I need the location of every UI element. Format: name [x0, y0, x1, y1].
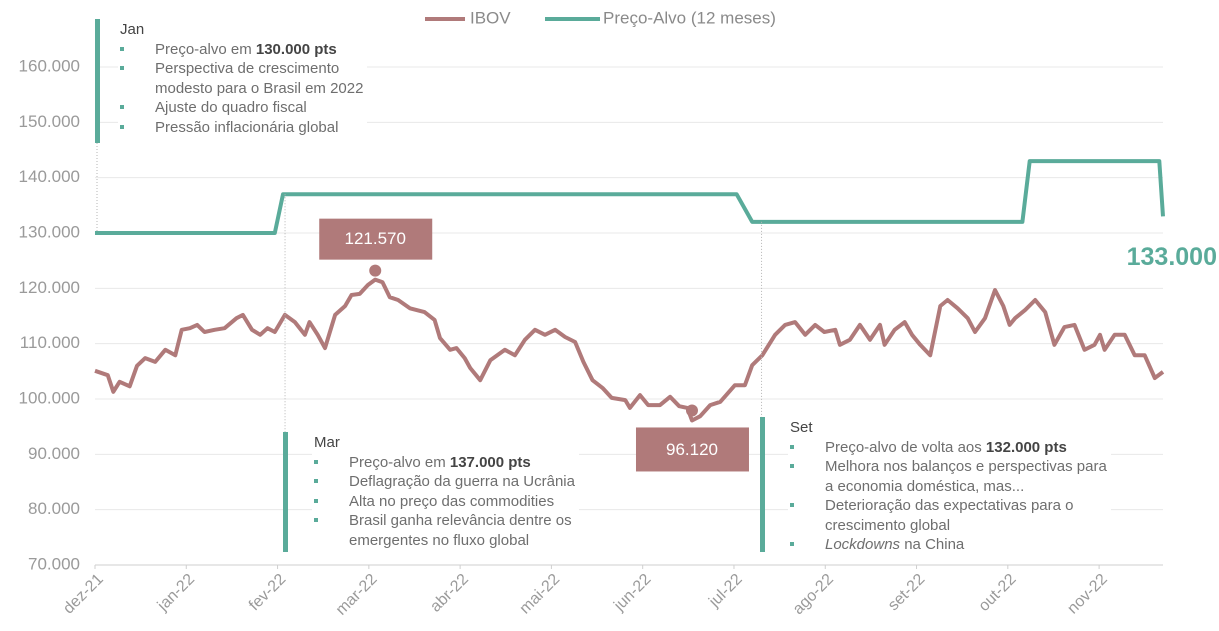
annotation-title: Jan	[120, 21, 145, 38]
bullet-text: Ajuste do quadro fiscal	[155, 99, 307, 116]
bullet: Brasil ganha relevância dentre os emergen…	[312, 511, 575, 550]
bullet: Lockdowns na China	[788, 535, 1107, 555]
bullet: Alta no preço das commodities	[312, 492, 575, 512]
bullet: Melhora nos balanços e perspectivas para…	[788, 457, 1107, 496]
bullet-line: Melhora nos balanços e perspectivas para	[825, 458, 1107, 475]
y-tick-label: 70.000	[28, 554, 80, 573]
bullet: Preço-alvo de volta aos 132.000 pts	[788, 438, 1107, 458]
bullet: Perspectiva de crescimento modesto para o…	[118, 59, 363, 98]
bullet: Preço-alvo em 130.000 pts	[118, 40, 363, 60]
line-1	[95, 159, 1165, 235]
x-tick-label: nov-22	[1064, 571, 1111, 618]
bullet-text: Preço-alvo em	[155, 40, 256, 58]
legend-label: IBOV	[470, 8, 511, 27]
x-tick-label: jun-22	[610, 571, 654, 615]
bullet-text: na China	[900, 536, 965, 553]
callout-box	[635, 427, 749, 472]
bullet-line: Brasil ganha relevância dentre os	[349, 512, 572, 529]
y-tick-label: 130.000	[19, 222, 80, 241]
bullet-bold: 137.000 pts	[449, 453, 531, 471]
y-tick-label: 160.000	[19, 56, 80, 75]
legend-label: Preço-Alvo (12 meses)	[603, 8, 776, 27]
bullet-line: emergentes no fluxo global	[349, 531, 530, 549]
callout-dot	[369, 264, 382, 277]
bullet-line: crescimento global	[825, 516, 951, 534]
callout-label: 121.570	[345, 229, 406, 248]
y-tick-label: 90.000	[28, 444, 80, 463]
annotation-bar	[759, 417, 765, 552]
x-tick-label: mar-22	[333, 571, 381, 619]
bullet-italic: Lockdowns	[825, 536, 901, 553]
bullet-bold: 132.000 pts	[985, 438, 1067, 456]
x-tick-label: dez-21	[60, 571, 107, 618]
bullet-text: Alta no preço das commodities	[349, 492, 555, 510]
end-label: 133.000	[1127, 243, 1217, 271]
annotation-bar	[283, 432, 289, 552]
callout-box	[319, 218, 433, 260]
y-tick-label: 140.000	[19, 167, 80, 186]
bullet-text: Pressão inflacionária global	[155, 118, 339, 136]
bullet: Deflagração da guerra na Ucrânia	[312, 472, 575, 492]
y-tick-label: 80.000	[28, 499, 80, 518]
bullet: Ajuste do quadro fiscal	[118, 98, 363, 118]
bullet-text: Preço-alvo em	[349, 453, 450, 471]
annotation: Mar Preço-alvo em 137.000 pts Deflagração …	[312, 433, 579, 552]
x-tick-label: abr-22	[427, 571, 472, 616]
y-tick-label: 100.000	[19, 388, 80, 407]
x-tick-label: fev-22	[246, 571, 290, 615]
y-tick-label: 110.000	[20, 333, 80, 352]
annotation: Jan Preço-alvo em 130.000 pts Perspectiva …	[118, 20, 368, 139]
bullet: Deterioração das expectativas para o cres…	[788, 496, 1107, 535]
annotation-bar	[95, 19, 100, 143]
bullet: Preço-alvo em 137.000 pts	[312, 453, 575, 473]
x-tick-label: set-22	[885, 571, 929, 615]
callout-dot	[685, 404, 698, 417]
x-tick-label: out-22	[976, 571, 1020, 615]
bullet-line: a economia doméstica, mas...	[825, 477, 1025, 495]
x-tick-label: jan-22	[154, 571, 198, 615]
line-0	[94, 277, 1165, 423]
bullet-text: Deflagração da guerra na Ucrânia	[349, 473, 575, 490]
x-tick-label: jul-22	[705, 571, 745, 611]
bullet-line: Deterioração das expectativas para o	[825, 497, 1074, 514]
bullet-text: Preço-alvo de volta aos	[825, 438, 986, 456]
y-tick-label: 150.000	[19, 112, 80, 131]
y-tick-label: 120.000	[19, 278, 80, 297]
bullet-line: Perspectiva de crescimento	[155, 60, 340, 77]
annotation-title: Set	[790, 419, 813, 436]
annotation-title: Mar	[314, 434, 340, 451]
bullet: Pressão inflacionária global	[118, 118, 363, 138]
x-tick-label: mai-22	[517, 571, 564, 618]
bullet-bold: 130.000 pts	[255, 40, 337, 58]
annotation: Set Preço-alvo de volta aos 132.000 pts Me…	[788, 418, 1111, 557]
callout-label: 96.120	[666, 440, 718, 459]
x-tick-label: ago-22	[790, 571, 837, 618]
bullet-line: modesto para o Brasil em 2022	[155, 79, 364, 97]
